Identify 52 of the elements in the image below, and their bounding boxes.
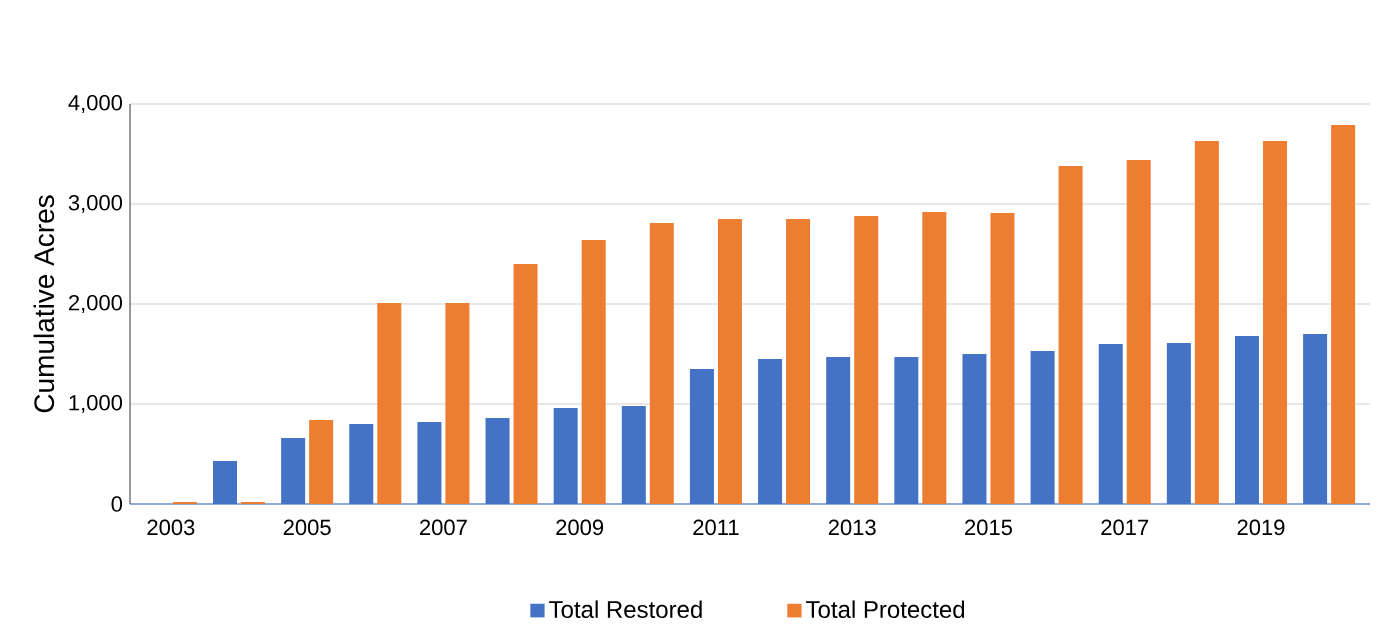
bar (649, 222, 674, 504)
y-tick-label: 1,000 (69, 394, 123, 414)
y-tick-label: 2,000 (68, 294, 123, 314)
bar (1262, 140, 1287, 504)
bar (1058, 165, 1083, 504)
x-tick-label: 2019 (1237, 519, 1285, 536)
bar (990, 212, 1015, 504)
bar (417, 421, 442, 504)
bar (172, 501, 197, 504)
bar (922, 211, 947, 504)
bar (1166, 342, 1191, 504)
bar (689, 368, 714, 504)
bar (1126, 159, 1151, 504)
bar (1194, 140, 1219, 504)
bar (758, 358, 783, 504)
bar (1234, 335, 1259, 504)
bar (349, 423, 374, 504)
bar (213, 460, 238, 504)
x-tick-label: 2003 (147, 519, 195, 536)
bar (445, 302, 470, 504)
bar (1331, 124, 1356, 504)
x-tick-label: 2007 (420, 519, 467, 536)
bar (581, 239, 606, 504)
bar (1030, 350, 1055, 504)
bar (1098, 343, 1123, 504)
bar (717, 218, 742, 504)
bar (485, 417, 510, 504)
x-tick-label: 2015 (965, 519, 1012, 536)
legend-label: Total Restored (549, 600, 702, 618)
bar (854, 215, 879, 504)
bar (786, 218, 811, 504)
x-tick-label: 2017 (1101, 519, 1149, 536)
x-tick-label: 2009 (556, 519, 604, 536)
bar (962, 353, 987, 504)
bar (513, 263, 538, 504)
bar (377, 302, 402, 504)
bar (553, 407, 578, 504)
bar (309, 419, 334, 504)
bar (621, 405, 646, 504)
x-tick-label: 2013 (828, 519, 876, 536)
bar (826, 356, 851, 504)
y-tick-label: 4,000 (68, 94, 123, 114)
bar (281, 437, 306, 504)
y-tick-label: 0 (111, 496, 123, 512)
y-axis-title: Cumulative Acres (33, 195, 55, 413)
y-tick-label: 3,000 (68, 194, 123, 214)
bar (894, 356, 919, 504)
x-tick-label: 2011 (693, 519, 739, 536)
x-tick-label: 2005 (283, 519, 331, 536)
bar (1303, 333, 1328, 504)
bar (241, 501, 266, 504)
legend-label: Total Protected (806, 600, 965, 618)
